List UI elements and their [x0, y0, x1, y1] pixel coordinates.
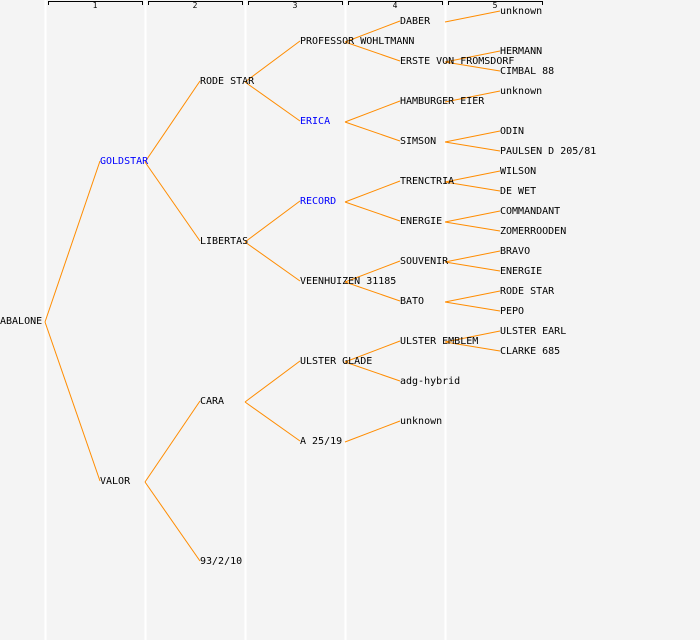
pedigree-link [444, 330, 501, 343]
pedigree-node[interactable]: ABALONE [0, 316, 43, 327]
pedigree-node[interactable]: BATO [400, 296, 425, 307]
pedigree-node[interactable]: A 25/19 [300, 436, 343, 447]
pedigree-link [144, 481, 201, 562]
pedigree-link [444, 341, 501, 352]
pedigree-link [244, 200, 301, 243]
generation-label-2: 2 [192, 1, 198, 10]
pedigree-node[interactable]: HERMANN [500, 46, 543, 57]
pedigree-node[interactable]: RODE STAR [200, 76, 255, 87]
pedigree-node[interactable]: DABER [400, 16, 431, 27]
pedigree-link [344, 20, 401, 43]
pedigree-link [44, 160, 101, 323]
pedigree-link [344, 121, 401, 142]
pedigree-node[interactable]: LIBERTAS [200, 236, 249, 247]
pedigree-link [344, 201, 401, 222]
pedigree-node[interactable]: CIMBAL 88 [500, 66, 555, 77]
pedigree-link [444, 250, 501, 263]
pedigree-link [344, 180, 401, 203]
pedigree-node[interactable]: ODIN [500, 126, 525, 137]
pedigree-link [244, 81, 301, 122]
pedigree-node[interactable]: COMMANDANT [500, 206, 561, 217]
generation-bracket [48, 1, 143, 5]
pedigree-node[interactable]: ULSTER EMBLEM [400, 336, 479, 347]
pedigree-link [344, 281, 401, 302]
pedigree-node[interactable]: BRAVO [500, 246, 531, 257]
pedigree-node[interactable]: 93/2/10 [200, 556, 243, 567]
pedigree-link [244, 40, 301, 83]
pedigree-node[interactable]: ERICA [300, 116, 331, 127]
pedigree-link [144, 80, 201, 163]
pedigree-link [444, 181, 501, 192]
pedigree-node[interactable]: unknown [500, 86, 543, 97]
pedigree-link [344, 100, 401, 123]
generation-bracket [348, 1, 443, 5]
generation-label-1: 1 [92, 1, 98, 10]
pedigree-link [344, 420, 401, 443]
pedigree-node[interactable]: RECORD [300, 196, 337, 207]
pedigree-link [444, 130, 501, 143]
pedigree-link [344, 340, 401, 363]
pedigree-link [444, 61, 501, 72]
pedigree-node[interactable]: SOUVENIR [400, 256, 449, 267]
generation-bracket [248, 1, 343, 5]
pedigree-link [444, 221, 501, 232]
pedigree-node[interactable]: PEPO [500, 306, 525, 317]
pedigree-node[interactable]: GOLDSTAR [100, 156, 149, 167]
pedigree-node[interactable]: PAULSEN D 205/81 [500, 146, 597, 157]
pedigree-node[interactable]: SIMSON [400, 136, 437, 147]
pedigree-link [444, 301, 501, 312]
pedigree-node[interactable]: ERSTE VON FROMSDORF [400, 56, 515, 67]
pedigree-link [144, 400, 201, 483]
pedigree-link [144, 161, 201, 242]
pedigree-link [244, 401, 301, 442]
pedigree-link [444, 141, 501, 152]
pedigree-link [244, 360, 301, 403]
generation-bracket [448, 1, 543, 5]
pedigree-node[interactable]: ENERGIE [500, 266, 543, 277]
pedigree-node[interactable]: adg-hybrid [400, 376, 461, 387]
pedigree-node[interactable]: ULSTER GLADE [300, 356, 373, 367]
pedigree-node[interactable]: ENERGIE [400, 216, 443, 227]
pedigree-link [444, 290, 501, 303]
pedigree-link [44, 321, 101, 482]
pedigree-node[interactable]: WILSON [500, 166, 537, 177]
generation-label-4: 4 [392, 1, 398, 10]
pedigree-node[interactable]: DE WET [500, 186, 537, 197]
pedigree-node[interactable]: RODE STAR [500, 286, 555, 297]
pedigree-link [344, 361, 401, 382]
generation-label-3: 3 [292, 1, 298, 10]
pedigree-link [444, 261, 501, 272]
pedigree-node[interactable]: ULSTER EARL [500, 326, 567, 337]
pedigree-link [444, 10, 501, 23]
generation-bracket [148, 1, 243, 5]
pedigree-node[interactable]: unknown [500, 6, 543, 17]
pedigree-link [444, 50, 501, 63]
pedigree-node[interactable]: ZOMERROODEN [500, 226, 567, 237]
pedigree-link [444, 210, 501, 223]
pedigree-node[interactable]: TRENCTRIA [400, 176, 455, 187]
pedigree-node[interactable]: PROFESSOR WOHLTMANN [300, 36, 415, 47]
pedigree-node[interactable]: CARA [200, 396, 225, 407]
pedigree-link [444, 90, 501, 103]
pedigree-link [344, 41, 401, 62]
pedigree-node[interactable]: CLARKE 685 [500, 346, 561, 357]
pedigree-node[interactable]: HAMBURGER EIER [400, 96, 485, 107]
pedigree-node[interactable]: VEENHUIZEN 31185 [300, 276, 397, 287]
pedigree-link [344, 260, 401, 283]
generation-label-5: 5 [492, 1, 498, 10]
pedigree-link [244, 241, 301, 282]
pedigree-node[interactable]: VALOR [100, 476, 131, 487]
pedigree-node[interactable]: unknown [400, 416, 443, 427]
pedigree-link [444, 170, 501, 183]
